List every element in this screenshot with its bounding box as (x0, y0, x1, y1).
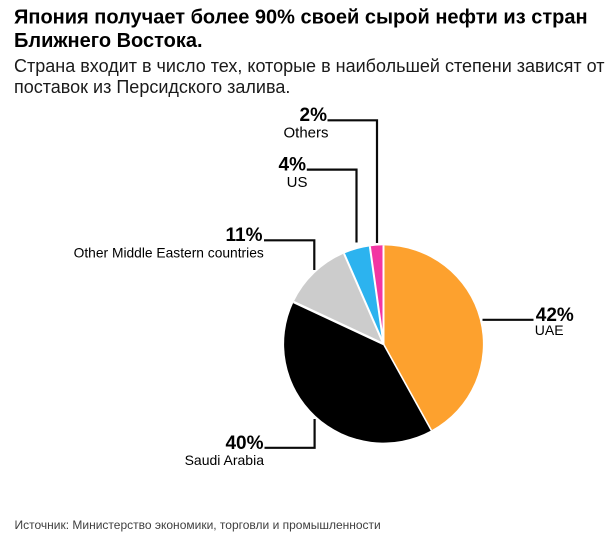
svg-text:Страна входит в число тех, кот: Страна входит в число тех, которые в наи… (14, 56, 605, 76)
svg-text:US: US (287, 174, 308, 191)
svg-text:UAE: UAE (535, 322, 564, 338)
svg-text:11%: 11% (226, 225, 263, 246)
svg-text:42%: 42% (536, 305, 574, 326)
svg-text:Ближнего Востока.: Ближнего Востока. (14, 30, 203, 52)
svg-text:Япония получает более 90% свое: Япония получает более 90% своей сырой не… (14, 7, 588, 29)
svg-text:2%: 2% (300, 105, 328, 126)
svg-text:Others: Others (283, 125, 328, 142)
svg-text:40%: 40% (225, 433, 263, 454)
svg-text:Saudi Arabia: Saudi Arabia (185, 452, 265, 468)
svg-text:Other Middle Eastern countries: Other Middle Eastern countries (74, 246, 264, 261)
svg-text:4%: 4% (279, 155, 307, 176)
svg-text:поставок из Персидского залива: поставок из Персидского залива. (14, 77, 290, 97)
svg-text:Источник: Министерство экономи: Источник: Министерство экономики, торгов… (15, 518, 381, 532)
